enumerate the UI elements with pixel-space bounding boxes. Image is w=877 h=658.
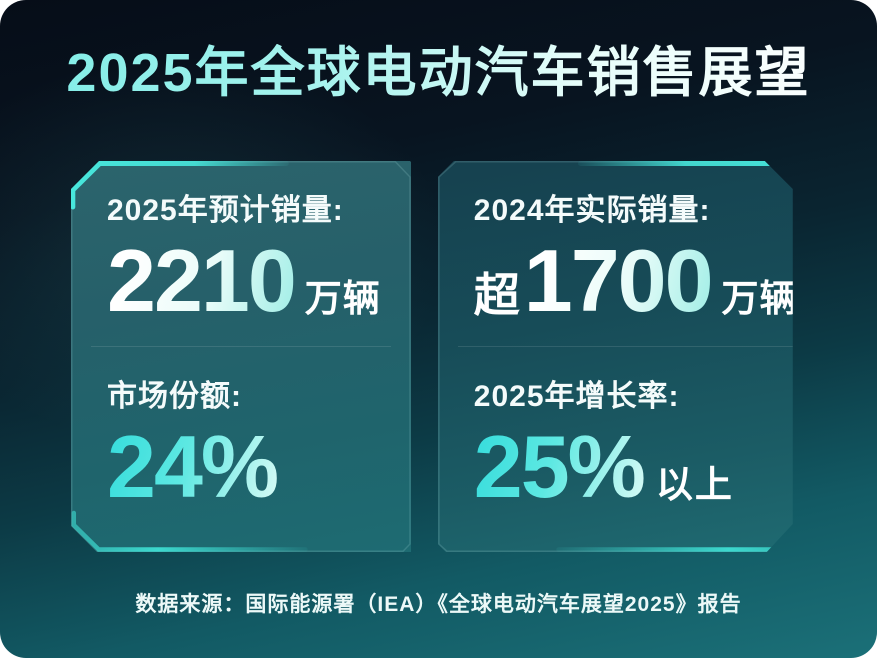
stat-unit: 万辆: [721, 278, 798, 319]
stat-value: 2210: [107, 231, 297, 330]
stat-label: 2025年增长率:: [473, 380, 680, 413]
stat-prefix: 超: [473, 269, 520, 321]
stat-value-row: 25% 以上: [473, 417, 793, 516]
stat-market-share: 市场份额: 24%: [71, 347, 411, 532]
data-source-note: 数据来源：国际能源署（IEA）《全球电动汽车展望2025》报告: [135, 593, 742, 616]
stat-value-row: 2210 万辆: [107, 237, 381, 325]
stat-actual-sales-2024: 2024年实际销量: 超 1700 万辆: [438, 161, 798, 346]
panel-divider: [91, 346, 391, 347]
stat-value-row: 超 1700 万辆: [473, 231, 798, 330]
stats-panel-left: 2025年预计销量: 2210 万辆 市场份额: 24%: [71, 161, 411, 552]
stat-projected-sales-2025: 2025年预计销量: 2210 万辆: [71, 161, 411, 346]
stat-label: 2025年预计销量:: [107, 194, 344, 227]
stat-suffix: 以上: [655, 464, 734, 505]
stat-value-row: 24%: [107, 423, 381, 511]
stat-label: 市场份额:: [107, 380, 242, 413]
page-title: 2025年全球电动汽车销售展望: [0, 43, 877, 103]
stats-panels: 2025年预计销量: 2210 万辆 市场份额: 24%: [71, 161, 808, 552]
stat-unit: 万辆: [304, 278, 381, 319]
stat-value: 24%: [107, 417, 279, 516]
stat-growth-rate-2025: 2025年增长率: 25% 以上: [438, 347, 793, 532]
stat-value: 1700: [523, 231, 714, 330]
stat-value: 25%: [473, 417, 646, 516]
panel-divider: [457, 346, 793, 347]
stats-panel-right: 2024年实际销量: 超 1700 万辆 2025年增长率: 25% 以上: [437, 161, 798, 552]
stat-label: 2024年实际销量:: [473, 194, 711, 227]
